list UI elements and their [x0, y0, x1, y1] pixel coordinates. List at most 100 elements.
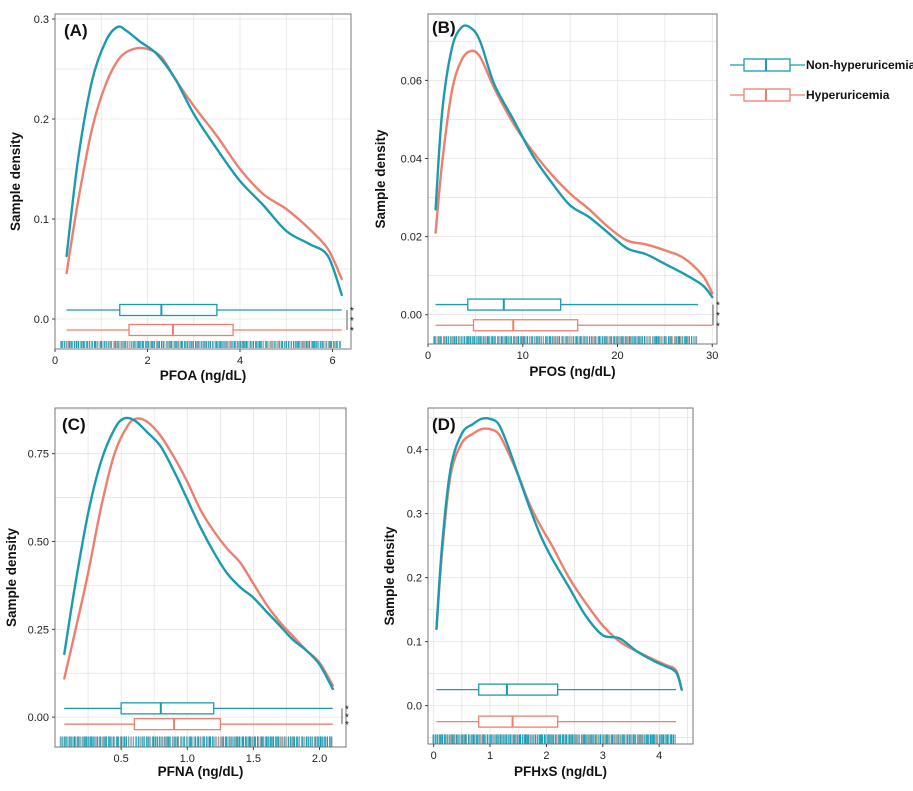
boxplot-non-hyperuricemia	[436, 683, 677, 696]
x-tick-label: 4	[237, 355, 243, 367]
panel-label: (B)	[432, 18, 456, 37]
x-axis-label: PFOA (ng/dL)	[160, 368, 246, 383]
y-tick-label: 0.3	[407, 509, 422, 521]
x-tick-label: 0	[425, 350, 431, 362]
plot-frame	[427, 407, 694, 745]
rug	[433, 336, 698, 344]
y-axis-label: Sample density	[382, 526, 397, 626]
plot-area	[428, 408, 693, 744]
rug	[60, 341, 341, 348]
x-tick-label: 0	[431, 750, 437, 762]
box-iqr	[120, 702, 215, 715]
significance-stars: ***	[716, 301, 720, 333]
legend-label: Non-hyperuricemia	[806, 58, 913, 72]
boxplot-hyperuricemia	[64, 718, 333, 731]
x-tick-label: 4	[656, 750, 662, 762]
x-axis-label: PFNA (ng/dL)	[158, 764, 244, 779]
x-tick-label: 1	[487, 750, 493, 762]
box-iqr	[478, 683, 559, 696]
boxplot-hyperuricemia	[436, 715, 677, 728]
x-tick-label: 30	[706, 350, 718, 362]
density-curve-hyperuricemia	[434, 49, 714, 295]
plot-frame	[54, 407, 347, 748]
density-curve-hyperuricemia	[63, 417, 334, 687]
significance-stars: ***	[350, 306, 354, 337]
y-tick-label: 0.2	[407, 573, 422, 585]
boxplot-non-hyperuricemia	[66, 303, 342, 317]
x-axis-label: PFHxS (ng/dL)	[514, 764, 607, 779]
density-curve-non-hyperuricemia	[434, 24, 714, 299]
significance-star: *	[345, 704, 349, 715]
y-tick-label: 0.02	[401, 232, 422, 244]
density-curve-non-hyperuricemia	[63, 416, 334, 691]
boxplot-hyperuricemia	[435, 319, 713, 332]
boxplot-hyperuricemia	[66, 323, 342, 337]
y-tick-label: 0.00	[401, 310, 422, 322]
y-tick-label: 0.4	[407, 445, 422, 457]
significance-star: *	[716, 321, 720, 332]
x-tick-label: 6	[329, 355, 335, 367]
y-tick-label: 0.50	[28, 536, 49, 548]
significance-star: *	[345, 720, 349, 731]
box-iqr	[119, 303, 218, 317]
panel-label: (C)	[62, 415, 86, 434]
legend-item-hyperuricemia: Hyperuricemia	[730, 88, 890, 102]
y-tick-label: 0.0	[34, 314, 49, 326]
significance-star: *	[350, 316, 354, 327]
y-tick-label: 0.04	[401, 153, 422, 165]
x-tick-label: 2	[144, 355, 150, 367]
legend-item-non-hyperuricemia: Non-hyperuricemia	[730, 58, 913, 72]
plot-frame	[54, 13, 352, 350]
density-curve-non-hyperuricemia	[65, 25, 343, 297]
y-axis-label: Sample density	[373, 129, 388, 229]
y-tick-label: 0.00	[28, 712, 49, 724]
significance-stars: ***	[345, 704, 349, 731]
density-curve-non-hyperuricemia	[435, 417, 683, 691]
plot-area	[55, 408, 346, 747]
x-tick-label: 10	[517, 350, 529, 362]
y-axis-label: Sample density	[4, 527, 19, 627]
boxplot-non-hyperuricemia	[435, 298, 699, 311]
x-tick-label: 3	[600, 750, 606, 762]
y-axis-label: Sample density	[8, 131, 23, 231]
y-tick-label: 0.3	[34, 14, 49, 26]
boxplot-non-hyperuricemia	[64, 702, 333, 715]
x-tick-label: 1.0	[180, 753, 195, 765]
y-tick-label: 0.75	[28, 449, 49, 461]
y-tick-label: 0.1	[34, 214, 49, 226]
y-tick-label: 0.0	[407, 701, 422, 713]
x-tick-label: 2	[543, 750, 549, 762]
x-tick-label: 1.5	[246, 753, 261, 765]
y-tick-label: 0.2	[34, 114, 49, 126]
y-tick-label: 0.06	[401, 75, 422, 87]
plot-frame	[427, 13, 718, 345]
x-axis-label: PFOS (ng/dL)	[529, 364, 615, 379]
plot-area	[428, 14, 717, 344]
panel-label: (D)	[432, 415, 456, 434]
significance-star: *	[716, 311, 720, 322]
box-iqr	[467, 298, 562, 311]
box-iqr	[133, 718, 221, 731]
x-tick-label: 20	[611, 350, 623, 362]
x-tick-label: 2.0	[312, 753, 327, 765]
x-tick-label: 0.5	[113, 753, 128, 765]
significance-star: *	[716, 301, 720, 312]
legend-label: Hyperuricemia	[806, 88, 890, 102]
y-tick-label: 0.25	[28, 624, 49, 636]
significance-star: *	[350, 306, 354, 317]
significance-star: *	[345, 712, 349, 723]
rug	[59, 736, 333, 747]
x-tick-label: 0	[52, 355, 58, 367]
rug	[432, 734, 676, 744]
significance-star: *	[350, 326, 354, 337]
legend: Non-hyperuricemia Hyperuricemia	[730, 58, 913, 102]
panel-label: (A)	[64, 21, 88, 40]
plot-area	[55, 14, 351, 349]
panel-d: 0 1 2 3 4 0.0 0.1 0.2 0.3 0.4 PFHxS (ng/dL) Sample …	[382, 407, 694, 779]
box-iqr	[128, 323, 234, 337]
y-tick-label: 0.1	[407, 637, 422, 649]
